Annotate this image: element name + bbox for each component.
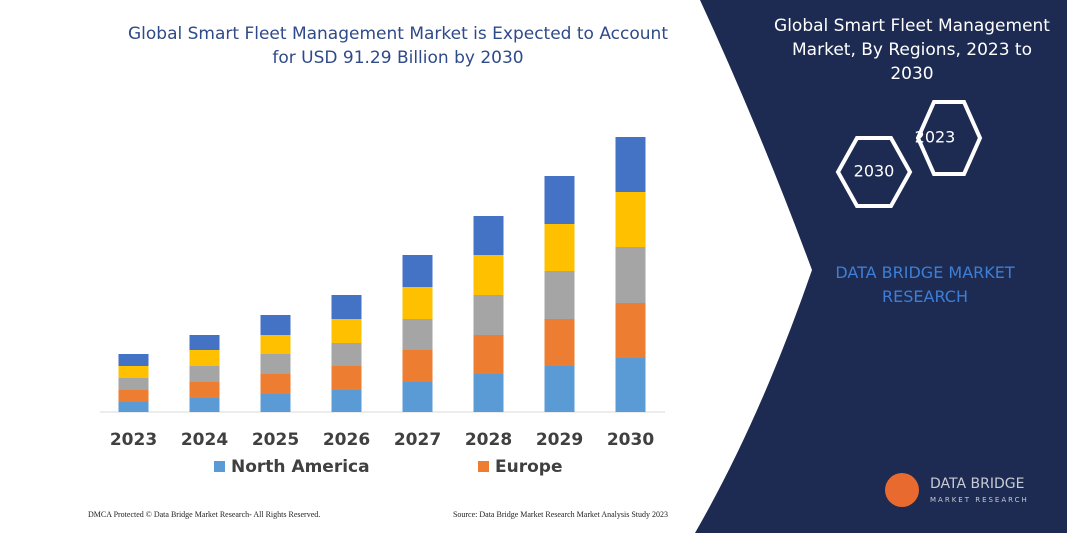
- footer-right: Source: Data Bridge Market Research Mark…: [453, 510, 668, 519]
- bar-segment: [189, 350, 220, 366]
- bar-segment: [544, 224, 575, 271]
- hex-label: 2030: [854, 162, 895, 181]
- bar-segment: [189, 366, 220, 382]
- x-tick-label: 2028: [465, 430, 512, 450]
- bar-segment: [615, 358, 646, 412]
- bar-segment: [189, 382, 220, 398]
- bar-segment: [402, 350, 433, 382]
- bar-segment: [402, 287, 433, 319]
- bar-segment: [544, 271, 575, 319]
- hexagon: [915, 100, 983, 176]
- bar-segment: [260, 354, 291, 374]
- legend-swatch: [478, 461, 489, 472]
- footer-left: DMCA Protected © Data Bridge Market Rese…: [88, 510, 320, 519]
- hexagon: [835, 136, 913, 208]
- bar-segment: [331, 319, 362, 343]
- bar-segment: [331, 295, 362, 319]
- bar-segment: [118, 366, 149, 378]
- brand-text: DATA BRIDGE MARKET RESEARCH: [835, 263, 1015, 306]
- x-tick-label: 2024: [181, 430, 228, 450]
- bar-segment: [402, 382, 433, 412]
- bar-segment: [615, 192, 646, 247]
- x-tick-label: 2030: [607, 430, 654, 450]
- bar-segment: [331, 343, 362, 366]
- bar-segment: [544, 366, 575, 412]
- bar-segment: [260, 394, 291, 412]
- chart-title: Global Smart Fleet Management Market is …: [128, 24, 668, 68]
- bar-segment: [118, 378, 149, 390]
- bar-segment: [331, 366, 362, 390]
- bar-segment: [473, 216, 504, 255]
- bar-segment: [260, 335, 291, 354]
- x-tick-label: 2029: [536, 430, 583, 450]
- bar-segment: [331, 390, 362, 412]
- bar-segment: [402, 319, 433, 350]
- bar-segment: [544, 319, 575, 366]
- bar-segment: [189, 335, 220, 350]
- panel-title: Global Smart Fleet Management Market, By …: [774, 16, 1050, 84]
- bar-segment: [473, 295, 504, 335]
- x-tick-label: 2025: [252, 430, 299, 450]
- legend-label: Europe: [495, 457, 562, 477]
- bar-segment: [402, 255, 433, 287]
- logo-name: DATA BRIDGE: [930, 476, 1024, 492]
- legend-swatch: [214, 461, 225, 472]
- x-tick-label: 2023: [110, 430, 157, 450]
- bar-segment: [544, 176, 575, 224]
- bar-segment: [473, 255, 504, 295]
- hex-label: 2023: [915, 128, 956, 147]
- bar-segment: [615, 137, 646, 192]
- legend-label: North America: [231, 457, 370, 477]
- x-tick-label: 2027: [394, 430, 441, 450]
- bar-segment: [189, 398, 220, 412]
- bar-segment: [615, 247, 646, 303]
- logo-icon: [885, 473, 919, 507]
- bar-segment: [473, 374, 504, 412]
- bar-segment: [473, 335, 504, 374]
- bar-segment: [260, 315, 291, 335]
- bar-segment: [615, 303, 646, 358]
- bar-segment: [118, 402, 149, 412]
- bar-segment: [260, 374, 291, 394]
- x-tick-label: 2026: [323, 430, 370, 450]
- bar-segment: [118, 354, 149, 366]
- bar-segment: [118, 390, 149, 402]
- logo-tagline: MARKET RESEARCH: [930, 496, 1029, 504]
- side-panel: [695, 0, 1067, 533]
